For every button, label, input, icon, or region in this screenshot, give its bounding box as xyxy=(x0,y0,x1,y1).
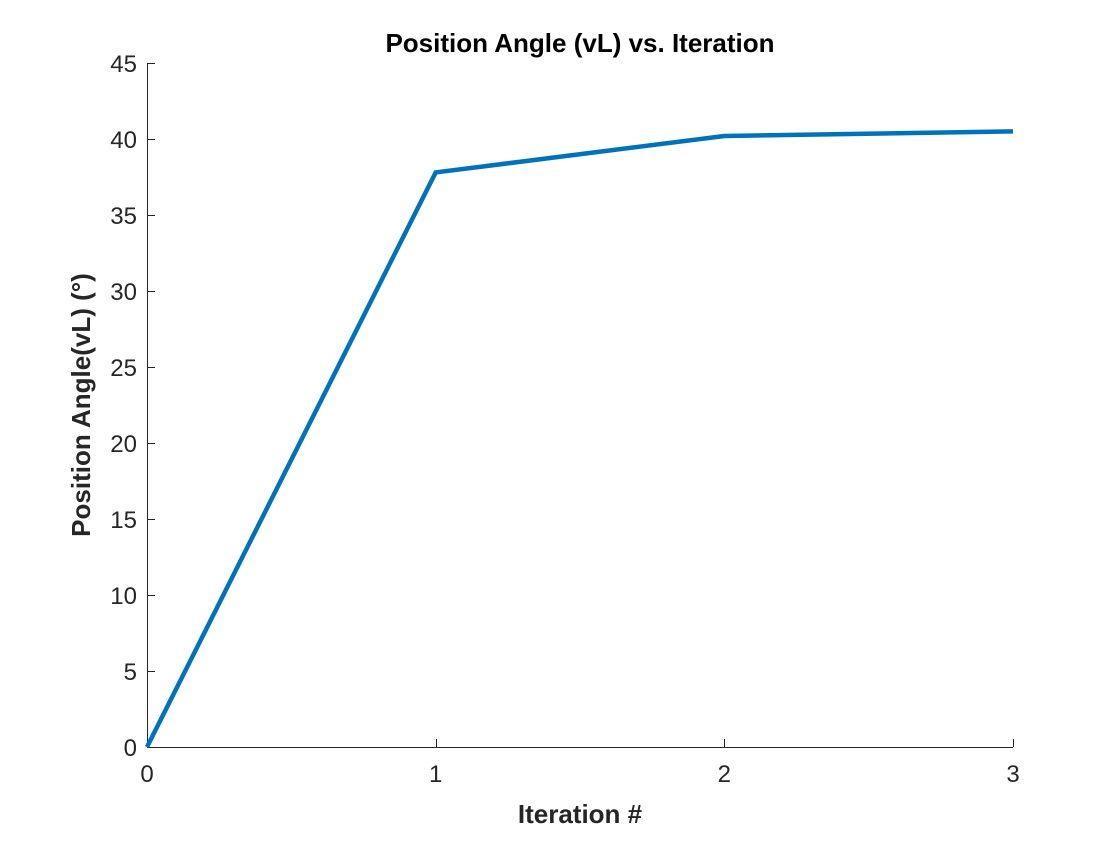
y-tick-label: 10 xyxy=(110,583,137,610)
y-axis-label: Position Angle(vL) (°) xyxy=(66,273,96,537)
x-tick-label: 0 xyxy=(140,761,153,788)
x-tick-label: 2 xyxy=(718,761,731,788)
chart-title: Position Angle (vL) vs. Iteration xyxy=(385,28,774,58)
series-line-0 xyxy=(144,129,1014,749)
y-tick-label: 20 xyxy=(110,431,137,458)
y-tick-label: 15 xyxy=(110,507,137,534)
x-axis-ticks: 0 1 2 3 xyxy=(140,739,1020,788)
y-tick-label: 45 xyxy=(110,51,137,78)
y-tick-label: 5 xyxy=(124,659,137,686)
data-series xyxy=(144,129,1014,749)
x-tick-label: 3 xyxy=(1006,761,1019,788)
y-tick-label: 0 xyxy=(124,735,137,762)
y-axis-ticks: 0 5 10 15 20 25 30 35 40 45 xyxy=(110,51,155,762)
x-tick-label: 1 xyxy=(429,761,442,788)
x-axis-label: Iteration # xyxy=(518,799,643,829)
y-tick-label: 40 xyxy=(110,127,137,154)
axes xyxy=(147,63,1013,748)
y-tick-label: 25 xyxy=(110,355,137,382)
y-tick-label: 35 xyxy=(110,203,137,230)
y-tick-label: 30 xyxy=(110,279,137,306)
